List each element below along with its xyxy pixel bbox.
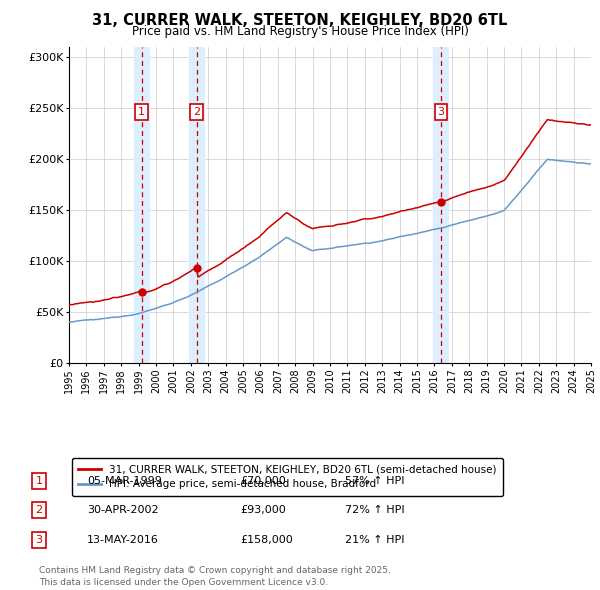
Bar (134, 47, 149, 363)
Text: 30-APR-2002: 30-APR-2002 (87, 506, 158, 515)
Text: 13-MAY-2016: 13-MAY-2016 (87, 535, 159, 545)
Legend: 31, CURRER WALK, STEETON, KEIGHLEY, BD20 6TL (semi-detached house), HPI: Average: 31, CURRER WALK, STEETON, KEIGHLEY, BD20… (71, 458, 503, 496)
Text: £70,000: £70,000 (240, 476, 286, 486)
Text: £93,000: £93,000 (240, 506, 286, 515)
Text: 72% ↑ HPI: 72% ↑ HPI (345, 506, 404, 515)
Text: Price paid vs. HM Land Registry's House Price Index (HPI): Price paid vs. HM Land Registry's House … (131, 25, 469, 38)
Bar (433, 47, 448, 363)
Text: 21% ↑ HPI: 21% ↑ HPI (345, 535, 404, 545)
Text: 3: 3 (35, 535, 43, 545)
Text: 1: 1 (138, 107, 145, 117)
Text: 31, CURRER WALK, STEETON, KEIGHLEY, BD20 6TL: 31, CURRER WALK, STEETON, KEIGHLEY, BD20… (92, 13, 508, 28)
Text: 57% ↑ HPI: 57% ↑ HPI (345, 476, 404, 486)
Text: 2: 2 (35, 506, 43, 515)
Bar (189, 47, 204, 363)
Text: 05-MAR-1999: 05-MAR-1999 (87, 476, 162, 486)
Text: Contains HM Land Registry data © Crown copyright and database right 2025.
This d: Contains HM Land Registry data © Crown c… (39, 566, 391, 587)
Text: 3: 3 (437, 107, 445, 117)
Text: 2: 2 (193, 107, 200, 117)
Text: £158,000: £158,000 (240, 535, 293, 545)
Text: 1: 1 (35, 476, 43, 486)
